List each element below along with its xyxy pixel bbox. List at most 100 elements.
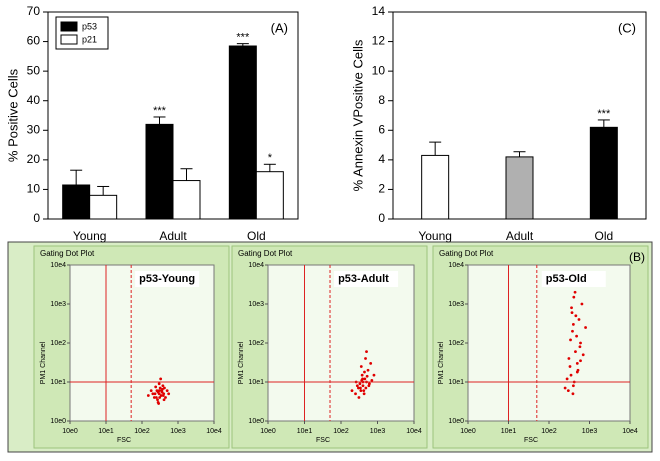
point xyxy=(579,341,582,345)
x-tick-label: 10e1 xyxy=(297,428,313,435)
y-tick-label: 10e0 xyxy=(50,418,66,425)
significance: *** xyxy=(153,105,167,117)
point xyxy=(566,389,570,393)
point xyxy=(568,365,572,368)
x-tick-label: 10e4 xyxy=(622,428,638,435)
x-tick-label: Adult xyxy=(159,229,187,243)
point xyxy=(157,402,161,405)
point xyxy=(156,398,159,402)
panel-label: (B) xyxy=(629,250,645,264)
significance: *** xyxy=(597,108,611,120)
point xyxy=(577,318,581,321)
y-tick-label: 10e3 xyxy=(248,301,264,308)
y-tick-label: 10e1 xyxy=(248,379,264,386)
y-tick-label: 10e4 xyxy=(448,262,464,269)
x-tick-label: Old xyxy=(594,229,613,243)
plot-label: p53-Old xyxy=(546,273,587,285)
point xyxy=(362,392,366,396)
point xyxy=(569,338,572,342)
label-box xyxy=(541,271,606,287)
y-tick-label: 12 xyxy=(372,34,386,48)
point xyxy=(569,373,573,377)
legend-label: p21 xyxy=(82,34,97,44)
point xyxy=(367,384,371,388)
y-axis-label: % Positive Cells xyxy=(5,68,20,162)
point xyxy=(358,382,362,386)
y-tick-label: 10 xyxy=(372,63,386,77)
point xyxy=(370,378,374,382)
point xyxy=(154,396,158,399)
y-tick-label: 10e0 xyxy=(448,418,464,425)
point xyxy=(350,389,354,393)
point xyxy=(584,326,587,329)
x-tick-label: 10e0 xyxy=(62,428,78,435)
point xyxy=(366,368,370,372)
point xyxy=(161,394,165,397)
point xyxy=(157,382,161,386)
point xyxy=(167,392,171,396)
point xyxy=(571,322,575,326)
bar xyxy=(89,194,118,220)
point xyxy=(159,377,163,381)
point xyxy=(152,396,156,399)
y-axis-label: PM1 Channel xyxy=(438,341,445,384)
y-tick-label: 14 xyxy=(372,4,386,18)
y-tick-label: 0 xyxy=(378,211,385,225)
y-axis-label: PM1 Channel xyxy=(238,341,245,384)
x-tick-label: 10e1 xyxy=(501,428,517,435)
point xyxy=(372,373,376,377)
point xyxy=(164,396,167,399)
point xyxy=(563,386,567,390)
bar xyxy=(589,126,618,220)
x-tick-label: 10e1 xyxy=(98,428,114,435)
y-tick-label: 10e2 xyxy=(248,340,264,347)
point xyxy=(571,392,575,396)
point xyxy=(354,392,357,396)
point xyxy=(161,384,165,388)
x-axis-label: FSC xyxy=(524,437,538,444)
plot-area xyxy=(267,264,415,422)
x-tick-label: 10e4 xyxy=(206,428,222,435)
point xyxy=(359,389,363,393)
point xyxy=(160,390,164,394)
x-axis-label: FSC xyxy=(316,437,330,444)
label-box xyxy=(135,271,200,287)
bar xyxy=(505,156,534,220)
bar xyxy=(172,180,201,220)
y-tick-label: 8 xyxy=(378,93,385,107)
point xyxy=(360,378,364,382)
point xyxy=(365,374,369,378)
point xyxy=(574,314,578,318)
x-tick-label: Old xyxy=(247,229,266,243)
x-tick-label: 10e2 xyxy=(333,428,349,435)
x-tick-label: 10e2 xyxy=(134,428,150,435)
y-tick-label: 60 xyxy=(27,34,41,48)
y-tick-label: 20 xyxy=(27,152,41,166)
point xyxy=(578,345,582,349)
point xyxy=(573,290,577,294)
point xyxy=(165,389,169,393)
point xyxy=(146,394,150,397)
y-tick-label: 10e3 xyxy=(448,301,464,308)
y-tick-label: 10e2 xyxy=(448,340,464,347)
y-tick-label: 10e3 xyxy=(50,301,66,308)
y-tick-label: 10e4 xyxy=(248,262,264,269)
plot-title: Gating Dot Plot xyxy=(40,249,95,258)
x-tick-label: 10e3 xyxy=(370,428,386,435)
panel-label: (C) xyxy=(618,20,636,35)
point xyxy=(153,392,157,396)
plot-title: Gating Dot Plot xyxy=(238,249,293,258)
point xyxy=(575,361,579,365)
plot-area xyxy=(467,264,631,422)
point xyxy=(570,306,573,310)
y-tick-label: 6 xyxy=(378,122,385,136)
y-tick-label: 10e0 xyxy=(248,418,264,425)
panel-label: (A) xyxy=(271,20,288,35)
point xyxy=(360,373,364,377)
y-tick-label: 0 xyxy=(33,211,40,225)
y-tick-label: 10e4 xyxy=(50,262,66,269)
y-tick-label: 30 xyxy=(27,122,41,136)
plot-title: Gating Dot Plot xyxy=(439,249,494,258)
point xyxy=(358,386,362,390)
